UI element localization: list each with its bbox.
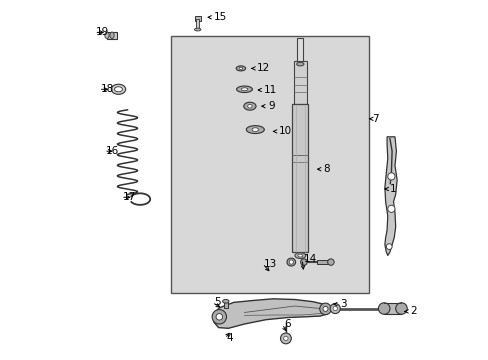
Bar — [194, 16, 200, 21]
Text: 13: 13 — [264, 258, 277, 269]
Ellipse shape — [251, 128, 258, 131]
Bar — [196, 19, 199, 29]
Text: 8: 8 — [323, 164, 330, 174]
Bar — [316, 260, 330, 264]
Text: 9: 9 — [267, 101, 274, 111]
Ellipse shape — [297, 254, 302, 257]
Circle shape — [378, 303, 389, 314]
Bar — [170, 36, 368, 293]
Bar — [223, 300, 227, 308]
Text: 7: 7 — [371, 114, 378, 124]
Circle shape — [386, 244, 391, 249]
Circle shape — [322, 306, 327, 311]
Ellipse shape — [194, 28, 201, 31]
Ellipse shape — [104, 32, 109, 39]
Text: 1: 1 — [389, 184, 396, 194]
Ellipse shape — [110, 32, 114, 39]
Ellipse shape — [239, 67, 242, 69]
Polygon shape — [384, 137, 396, 256]
Ellipse shape — [327, 259, 333, 265]
Bar — [384, 303, 401, 314]
Text: 16: 16 — [106, 146, 119, 156]
Circle shape — [319, 303, 330, 315]
Ellipse shape — [288, 260, 293, 264]
Circle shape — [332, 306, 337, 311]
Text: 5: 5 — [213, 297, 220, 307]
Circle shape — [329, 303, 340, 314]
Text: 18: 18 — [101, 84, 114, 94]
Circle shape — [212, 310, 226, 324]
Ellipse shape — [111, 84, 125, 94]
Ellipse shape — [286, 258, 295, 266]
Ellipse shape — [236, 86, 252, 93]
Ellipse shape — [246, 126, 264, 134]
Bar — [297, 38, 303, 63]
Ellipse shape — [300, 259, 306, 265]
Text: 12: 12 — [257, 63, 270, 73]
Text: 19: 19 — [96, 27, 109, 37]
Ellipse shape — [247, 104, 251, 108]
Circle shape — [283, 336, 287, 341]
Text: 2: 2 — [409, 306, 416, 316]
Text: 14: 14 — [303, 254, 317, 264]
Text: 17: 17 — [122, 192, 136, 202]
Circle shape — [387, 205, 394, 212]
Ellipse shape — [241, 88, 247, 91]
Ellipse shape — [236, 66, 245, 71]
Text: 11: 11 — [264, 85, 277, 95]
Circle shape — [387, 173, 394, 180]
Bar — [293, 61, 306, 104]
Text: 4: 4 — [226, 333, 233, 343]
Ellipse shape — [294, 253, 305, 258]
Ellipse shape — [114, 87, 122, 92]
Text: 10: 10 — [278, 126, 291, 136]
Bar — [107, 32, 117, 39]
Text: 3: 3 — [339, 299, 346, 309]
Ellipse shape — [296, 62, 303, 66]
Ellipse shape — [244, 102, 256, 110]
Text: 15: 15 — [213, 12, 227, 22]
Circle shape — [216, 314, 222, 320]
Text: 6: 6 — [284, 319, 290, 329]
Circle shape — [395, 303, 407, 314]
Circle shape — [280, 333, 291, 344]
Polygon shape — [213, 299, 330, 328]
Ellipse shape — [222, 300, 228, 303]
Bar — [292, 104, 307, 252]
